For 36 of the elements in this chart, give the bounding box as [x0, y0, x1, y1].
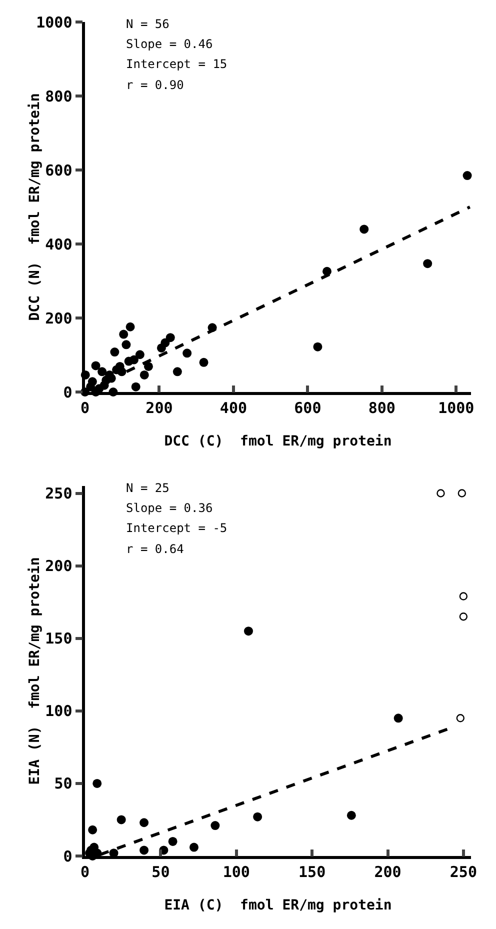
y-tick-label: 200	[45, 557, 72, 576]
y-tick-label: 0	[63, 847, 72, 866]
annotation: r = 0.64	[126, 542, 184, 556]
y-tick-label: 400	[45, 235, 72, 254]
x-tick-label: 0	[80, 398, 90, 417]
x-axis-title: EIA (C) fmol ER/mg protein	[164, 898, 392, 914]
y-tick-label: 800	[45, 87, 72, 106]
x-tick-label: 250	[450, 862, 477, 881]
y-tick-label: 250	[45, 484, 72, 502]
x-tick-label: 0	[80, 862, 90, 881]
x-tick-label: 600	[294, 398, 322, 417]
x-tick-label: 400	[220, 398, 248, 417]
y-tick-label: 600	[45, 161, 72, 180]
x-tick-label: 150	[298, 862, 326, 881]
y-tick-label: 50	[54, 774, 72, 793]
x-tick-label: 200	[374, 862, 402, 881]
y-tick-label: 0	[63, 383, 72, 402]
y-tick-label: 150	[45, 630, 72, 648]
annotation: N = 25	[126, 481, 170, 495]
y-tick-label: 200	[45, 309, 72, 328]
annotation: Slope = 0.36	[126, 501, 213, 515]
annotation: Intercept = 15	[126, 57, 228, 71]
x-tick-label: 800	[368, 398, 396, 417]
x-tick-label: 1000	[438, 398, 474, 417]
y-tick-label: 100	[45, 702, 72, 720]
y-tick-label: 1000	[36, 13, 72, 32]
x-axis-title: DCC (C) fmol ER/mg protein	[164, 434, 392, 450]
y-axis-title: DCC (N) fmol ER/mg protein	[27, 93, 44, 321]
annotation: Slope = 0.46	[126, 37, 213, 51]
y-axis-title: EIA (N) fmol ER/mg protein	[27, 557, 44, 785]
annotation: Intercept = -5	[126, 521, 228, 535]
x-tick-label: 100	[222, 862, 250, 881]
x-tick-label: 50	[152, 862, 170, 881]
annotation: N = 56	[126, 17, 170, 31]
annotation: r = 0.90	[126, 78, 184, 92]
x-tick-label: 200	[146, 398, 173, 417]
